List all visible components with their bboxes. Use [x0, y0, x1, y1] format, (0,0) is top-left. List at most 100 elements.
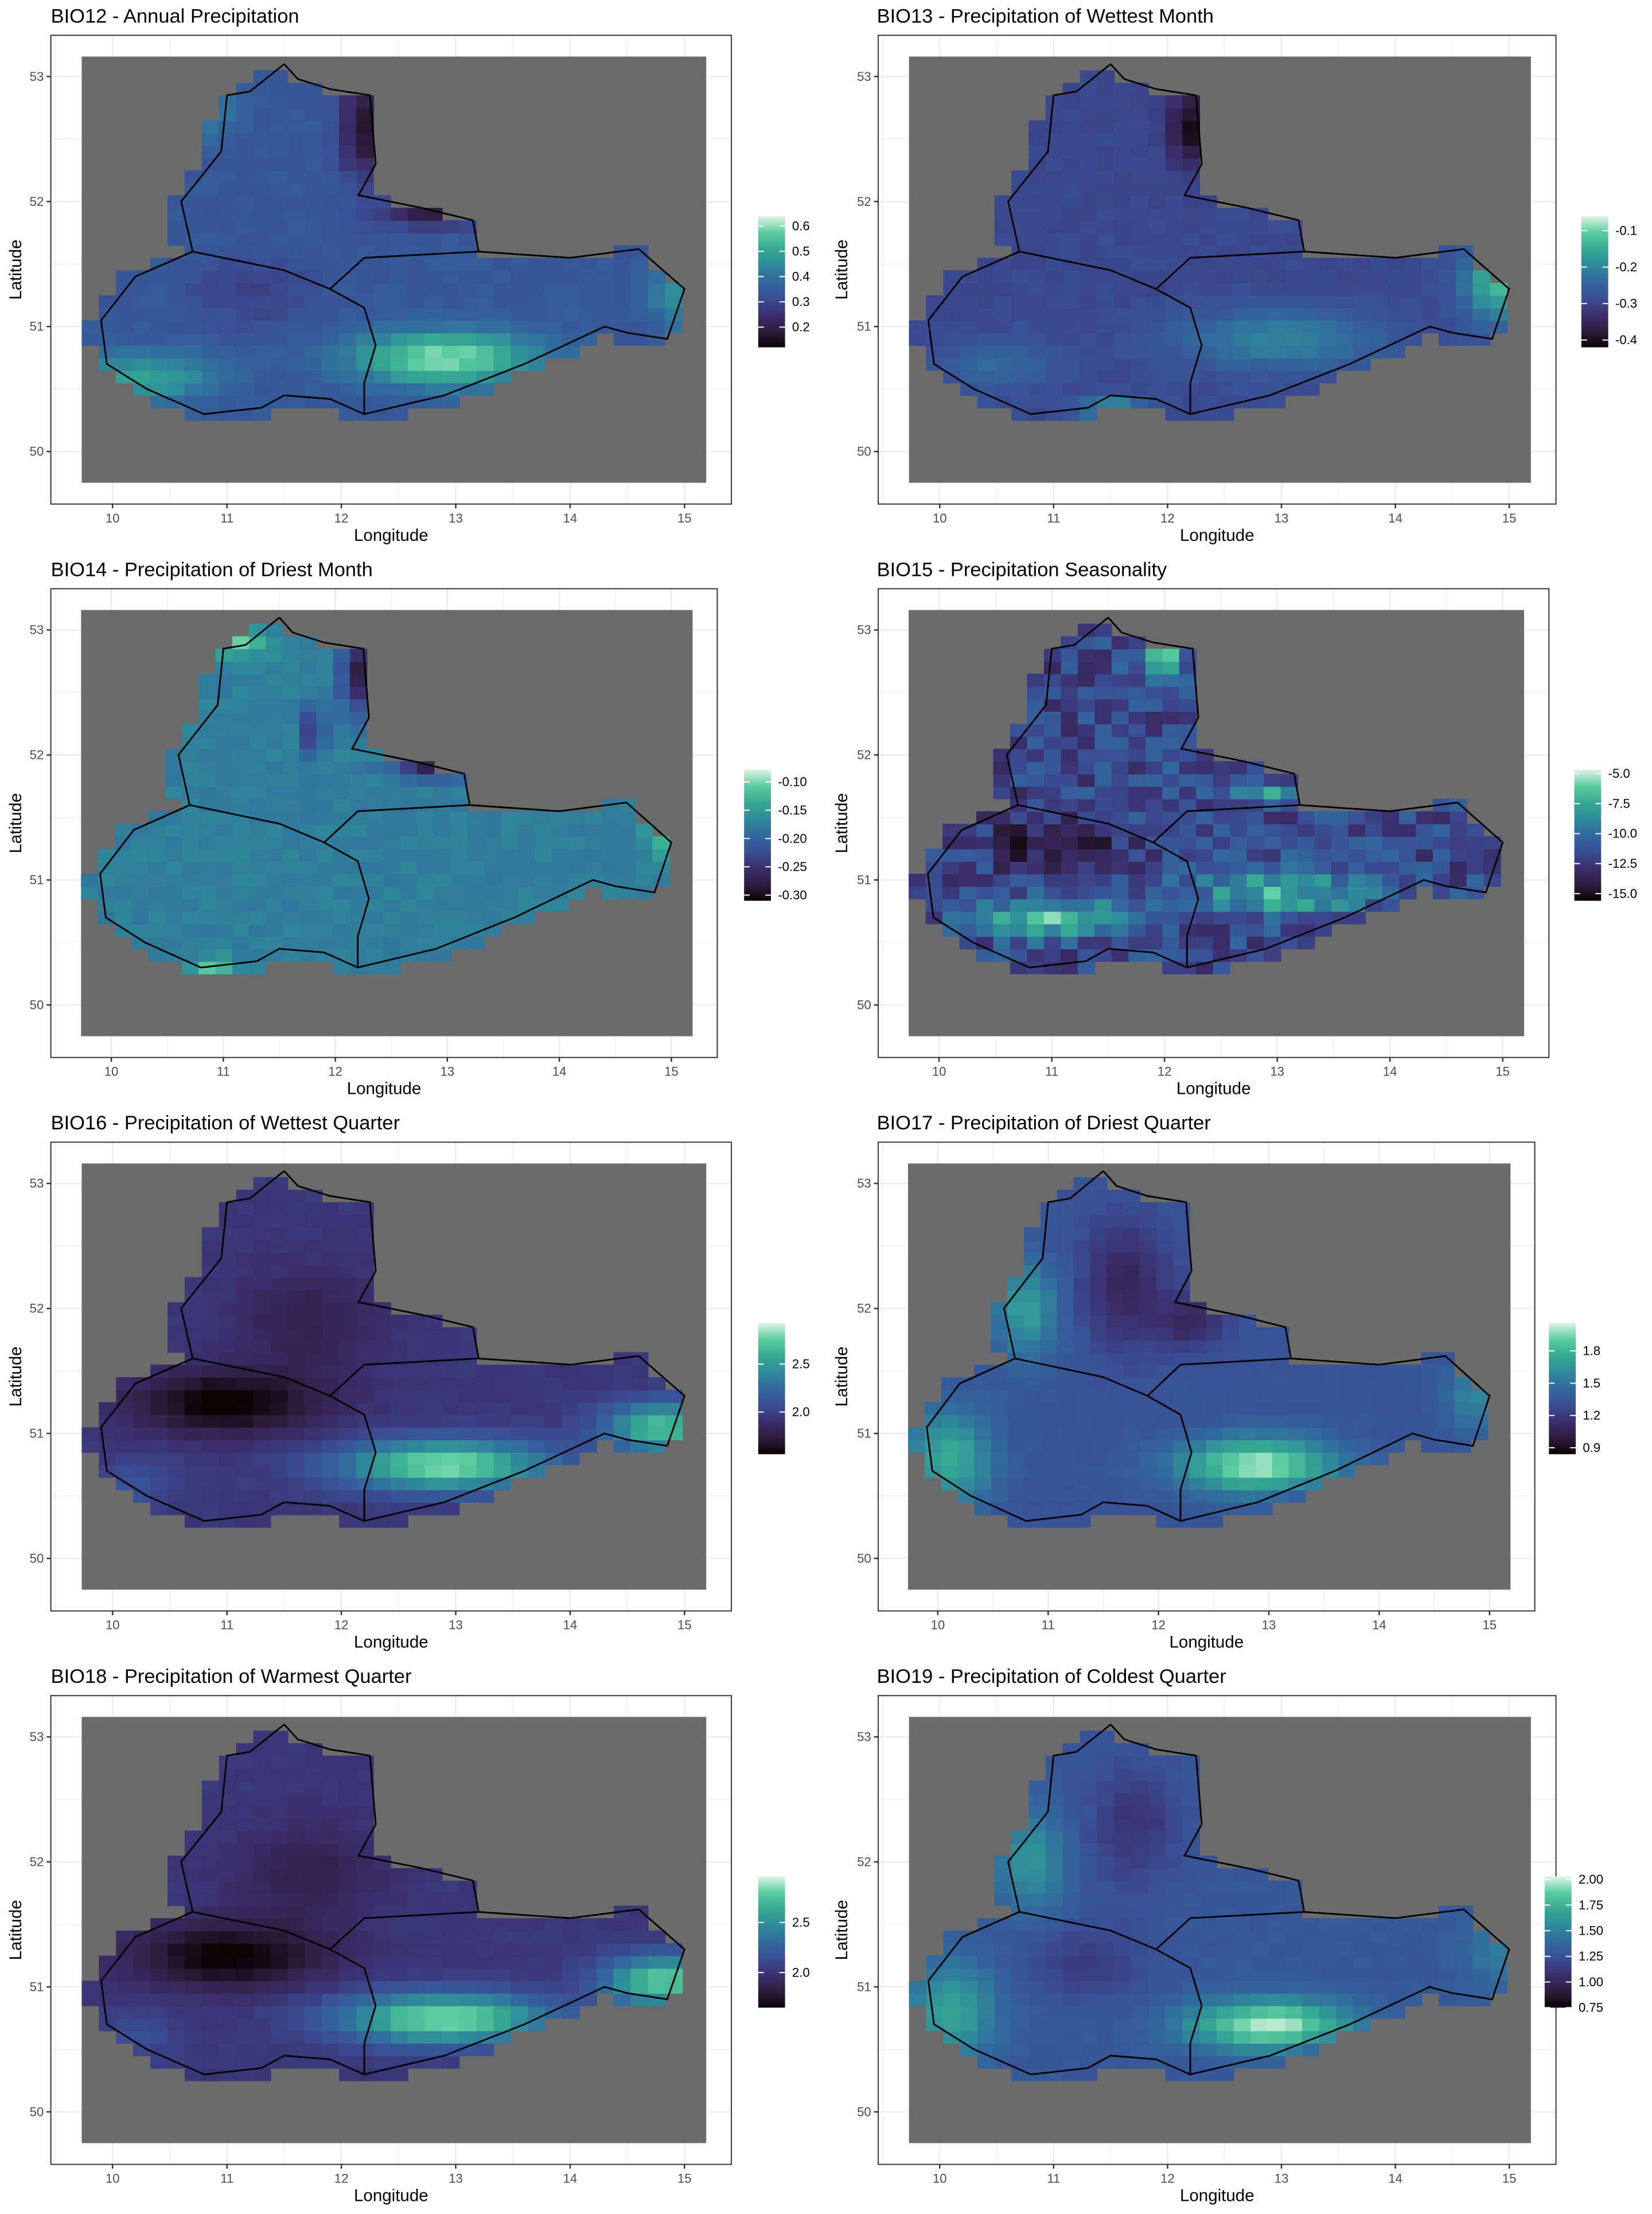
raster-cell — [1028, 1880, 1046, 1894]
raster-cell — [635, 861, 653, 875]
raster-cell — [1090, 1327, 1108, 1340]
raster-cell — [977, 283, 995, 296]
state-border — [962, 251, 1203, 414]
raster-cell — [299, 811, 317, 825]
raster-cell — [201, 1252, 220, 1265]
raster-cell — [1264, 773, 1281, 787]
raster-cell — [305, 1202, 323, 1215]
raster-cell — [517, 911, 536, 925]
raster-cell — [1179, 773, 1197, 787]
raster-cell — [1073, 1302, 1091, 1316]
raster-cell — [1114, 1868, 1132, 1881]
chart-svg: 10 11 12 13 14 1550515253LongitudeLatitude-0.… — [6, 588, 807, 1098]
raster-cell — [1371, 1365, 1389, 1378]
raster-cell — [1148, 357, 1166, 371]
raster-cell — [511, 1427, 529, 1440]
raster-cell — [1077, 824, 1096, 837]
raster-cell — [1314, 836, 1332, 849]
raster-cell — [1222, 1402, 1240, 1416]
raster-cell — [219, 2005, 237, 2019]
raster-cell — [484, 811, 502, 825]
raster-cell — [511, 1955, 529, 1969]
raster-cell — [1148, 145, 1166, 159]
raster-cell — [1148, 2030, 1166, 2044]
raster-cell — [253, 2005, 271, 2019]
raster-cell — [562, 295, 580, 309]
raster-cell — [116, 1981, 134, 1994]
raster-cell — [167, 283, 185, 296]
raster-cell — [249, 661, 267, 675]
raster-cell — [167, 1955, 185, 1969]
raster-cell — [287, 1327, 306, 1340]
raster-cell — [167, 1868, 185, 1881]
raster-cell — [219, 320, 237, 334]
raster-cell — [407, 1955, 426, 1969]
raster-cell — [1043, 874, 1062, 887]
raster-cell — [1097, 182, 1115, 196]
raster-cell — [459, 1440, 477, 1453]
raster-cell — [1416, 861, 1433, 875]
raster-cell — [270, 283, 289, 296]
raster-cell — [1246, 936, 1265, 950]
raster-cell — [219, 1302, 237, 1316]
raster-cell — [236, 1514, 254, 1528]
raster-cell — [1284, 1955, 1303, 1969]
raster-cell — [1128, 761, 1146, 774]
raster-cell — [287, 283, 306, 296]
raster-cell — [1272, 1427, 1289, 1440]
raster-cell — [339, 245, 357, 259]
raster-cell — [562, 1402, 580, 1416]
raster-cell — [551, 886, 569, 899]
raster-cell — [1043, 886, 1062, 899]
raster-cell — [994, 1856, 1012, 1869]
raster-cell — [367, 898, 384, 912]
raster-cell — [994, 1868, 1012, 1881]
raster-cell — [299, 786, 317, 800]
colorbar-tick-label: 2.0 — [792, 1405, 810, 1419]
raster-cell — [1028, 2018, 1046, 2032]
raster-cell — [459, 1464, 477, 1478]
raster-cell — [1062, 95, 1081, 108]
raster-cell — [1097, 158, 1115, 171]
raster-cell — [1043, 673, 1062, 687]
raster-cell — [270, 2055, 289, 2069]
raster-cell — [579, 270, 597, 284]
raster-cell — [1139, 1365, 1157, 1378]
raster-cell — [407, 1943, 426, 1956]
raster-cell — [1450, 798, 1467, 812]
raster-cell — [476, 1930, 494, 1944]
colorbar-tick-label: -0.1 — [1615, 223, 1637, 237]
raster-cell — [1148, 1918, 1166, 1931]
raster-cell — [133, 1452, 151, 1465]
raster-cell — [493, 1402, 512, 1416]
raster-cell — [1011, 208, 1030, 221]
raster-cell — [424, 1365, 443, 1378]
raster-cell — [1302, 357, 1320, 371]
raster-cell — [133, 1943, 151, 1956]
raster-cell — [1179, 886, 1197, 899]
raster-cell — [630, 1377, 649, 1390]
raster-cell — [390, 1981, 408, 1994]
raster-cell — [1216, 258, 1234, 271]
raster-cell — [450, 898, 468, 912]
raster-cell — [1043, 811, 1062, 825]
raster-cell — [994, 320, 1012, 334]
raster-cell — [1331, 874, 1349, 887]
raster-cell — [198, 749, 216, 762]
raster-cell — [373, 1993, 391, 2006]
raster-cell — [1179, 686, 1197, 700]
raster-cell — [253, 182, 271, 196]
raster-cell — [1246, 798, 1265, 812]
raster-cell — [1040, 1352, 1058, 1366]
raster-cell — [1264, 949, 1281, 962]
raster-cell — [1043, 773, 1062, 787]
raster-cell — [1148, 1905, 1166, 1919]
raster-cell — [1062, 170, 1081, 184]
raster-cell — [339, 383, 357, 396]
raster-cell — [270, 1856, 289, 1869]
raster-cell — [1387, 1930, 1405, 1944]
raster-cell — [305, 1780, 323, 1794]
raster-cell — [131, 886, 149, 899]
raster-cell — [1080, 1806, 1098, 1819]
raster-cell — [1131, 1893, 1149, 1907]
